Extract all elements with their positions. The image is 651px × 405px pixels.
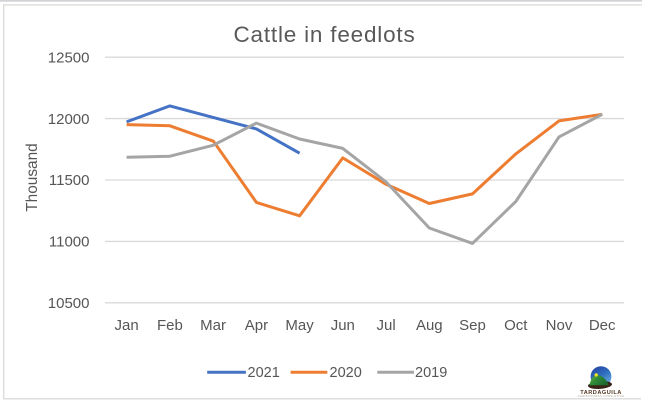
- svg-text:11000: 11000: [49, 234, 90, 251]
- svg-text:Apr: Apr: [245, 317, 268, 334]
- svg-text:TARDAGUILA: TARDAGUILA: [580, 390, 622, 396]
- svg-text:AGRIBUSINESS CONSULTING: AGRIBUSINESS CONSULTING: [578, 394, 625, 398]
- svg-text:2020: 2020: [330, 365, 362, 381]
- svg-text:May: May: [285, 317, 314, 334]
- svg-text:Jul: Jul: [377, 317, 396, 334]
- svg-text:Mar: Mar: [200, 317, 226, 334]
- svg-text:Sep: Sep: [459, 317, 486, 334]
- svg-text:Aug: Aug: [416, 317, 443, 334]
- svg-text:Thousand: Thousand: [24, 143, 41, 211]
- svg-text:12500: 12500: [48, 49, 90, 66]
- svg-text:Oct: Oct: [504, 317, 528, 334]
- svg-text:11500: 11500: [49, 172, 90, 189]
- svg-text:Cattle in feedlots: Cattle in feedlots: [234, 22, 416, 47]
- svg-text:Jun: Jun: [331, 317, 355, 334]
- svg-text:Feb: Feb: [157, 317, 183, 334]
- svg-text:Jan: Jan: [115, 317, 139, 334]
- svg-text:12000: 12000: [48, 111, 90, 128]
- svg-text:Dec: Dec: [589, 317, 616, 334]
- svg-text:2021: 2021: [248, 365, 280, 381]
- svg-text:10500: 10500: [48, 295, 90, 312]
- svg-text:2019: 2019: [415, 365, 447, 381]
- svg-text:Nov: Nov: [546, 317, 573, 334]
